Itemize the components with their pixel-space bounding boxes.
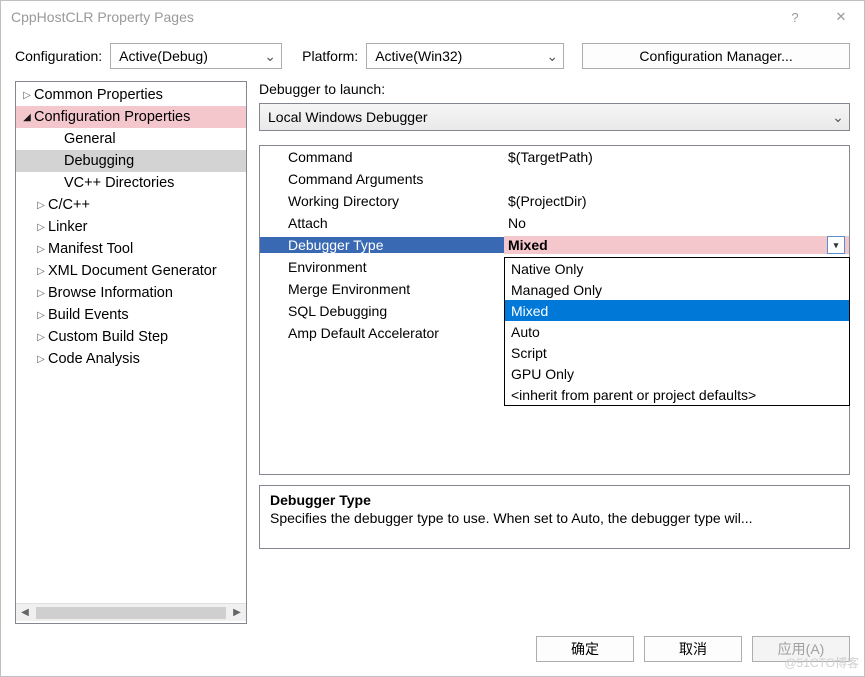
chevron-right-icon[interactable]: ▷: [34, 332, 48, 343]
platform-combo[interactable]: Active(Win32) ⌄: [366, 43, 564, 69]
nav-tree[interactable]: ▷Common Properties◢Configuration Propert…: [15, 81, 247, 624]
property-key: Merge Environment: [260, 281, 504, 297]
dropdown-option[interactable]: Auto: [505, 321, 849, 342]
tree-item-label: General: [64, 131, 116, 147]
property-key: Debugger Type: [260, 237, 504, 253]
chevron-down-icon: ⌄: [827, 109, 849, 126]
content-pane: Debugger to launch: Local Windows Debugg…: [259, 81, 850, 624]
tree-item-label: Common Properties: [34, 87, 163, 103]
configuration-label: Configuration:: [15, 48, 102, 64]
tree-item[interactable]: ▷Custom Build Step: [16, 326, 246, 348]
debugger-launch-value: Local Windows Debugger: [268, 109, 827, 125]
cancel-button[interactable]: 取消: [644, 636, 742, 662]
property-value[interactable]: Mixed▾: [504, 236, 849, 254]
debugger-type-dropdown[interactable]: Native OnlyManaged OnlyMixedAutoScriptGP…: [504, 257, 850, 406]
property-value[interactable]: $(ProjectDir): [504, 193, 849, 209]
dropdown-option[interactable]: Script: [505, 342, 849, 363]
dropdown-option[interactable]: Managed Only: [505, 279, 849, 300]
dropdown-option[interactable]: GPU Only: [505, 363, 849, 384]
tree-item[interactable]: General: [16, 128, 246, 150]
window-title: CppHostCLR Property Pages: [11, 9, 772, 25]
dropdown-option[interactable]: Mixed: [505, 300, 849, 321]
debugger-launch-combo[interactable]: Local Windows Debugger ⌄: [259, 103, 850, 131]
config-toolbar: Configuration: Active(Debug) ⌄ Platform:…: [1, 33, 864, 81]
tree-item[interactable]: ▷Linker: [16, 216, 246, 238]
tree-item-label: Configuration Properties: [34, 109, 190, 125]
dropdown-option[interactable]: <inherit from parent or project defaults…: [505, 384, 849, 405]
dialog-footer: 确定 取消 应用(A): [1, 624, 864, 676]
ok-button[interactable]: 确定: [536, 636, 634, 662]
configuration-combo[interactable]: Active(Debug) ⌄: [110, 43, 282, 69]
property-grid[interactable]: Command$(TargetPath)Command ArgumentsWor…: [259, 145, 850, 475]
tree-item[interactable]: Debugging: [16, 150, 246, 172]
chevron-right-icon[interactable]: ▷: [34, 288, 48, 299]
tree-item-label: Code Analysis: [48, 351, 140, 367]
property-row[interactable]: Working Directory$(ProjectDir): [260, 190, 849, 212]
scroll-right-icon[interactable]: ▶: [228, 607, 246, 618]
platform-label: Platform:: [302, 48, 358, 64]
tree-item-label: Build Events: [48, 307, 129, 323]
chevron-right-icon[interactable]: ▷: [34, 266, 48, 277]
chevron-right-icon[interactable]: ▷: [34, 244, 48, 255]
platform-value: Active(Win32): [375, 48, 541, 64]
property-key: Attach: [260, 215, 504, 231]
tree-item-label: Browse Information: [48, 285, 173, 301]
chevron-right-icon[interactable]: ▷: [34, 200, 48, 211]
tree-item-label: Custom Build Step: [48, 329, 168, 345]
property-value[interactable]: $(TargetPath): [504, 149, 849, 165]
scroll-left-icon[interactable]: ◀: [16, 607, 34, 618]
chevron-down-icon: ⌄: [259, 48, 281, 65]
close-button[interactable]: ✕: [818, 1, 864, 33]
apply-button[interactable]: 应用(A): [752, 636, 850, 662]
configuration-manager-button[interactable]: Configuration Manager...: [582, 43, 850, 69]
property-value[interactable]: No: [504, 215, 849, 231]
tree-hscrollbar[interactable]: ◀ ▶: [16, 603, 246, 621]
configuration-value: Active(Debug): [119, 48, 259, 64]
chevron-right-icon[interactable]: ▷: [34, 222, 48, 233]
property-row[interactable]: Debugger TypeMixed▾: [260, 234, 849, 256]
property-key: Command Arguments: [260, 171, 504, 187]
dropdown-option[interactable]: Native Only: [505, 258, 849, 279]
titlebar: CppHostCLR Property Pages ? ✕: [1, 1, 864, 33]
tree-item[interactable]: ▷Common Properties: [16, 84, 246, 106]
tree-item[interactable]: VC++ Directories: [16, 172, 246, 194]
property-key: Command: [260, 149, 504, 165]
chevron-right-icon[interactable]: ▷: [34, 310, 48, 321]
property-key: SQL Debugging: [260, 303, 504, 319]
debugger-launch-label: Debugger to launch:: [259, 81, 850, 97]
dialog-body: ▷Common Properties◢Configuration Propert…: [1, 81, 864, 624]
tree-item-label: Debugging: [64, 153, 134, 169]
tree-item[interactable]: ▷XML Document Generator: [16, 260, 246, 282]
chevron-down-icon: ⌄: [541, 48, 563, 65]
tree-item[interactable]: ▷Manifest Tool: [16, 238, 246, 260]
tree-item[interactable]: ◢Configuration Properties: [16, 106, 246, 128]
tree-item[interactable]: ▷Build Events: [16, 304, 246, 326]
chevron-down-icon[interactable]: ◢: [20, 112, 34, 123]
description-text: Specifies the debugger type to use. When…: [270, 510, 839, 526]
tree-item-label: VC++ Directories: [64, 175, 174, 191]
property-key: Amp Default Accelerator: [260, 325, 504, 341]
property-key: Working Directory: [260, 193, 504, 209]
property-row[interactable]: Command Arguments: [260, 168, 849, 190]
property-row[interactable]: AttachNo: [260, 212, 849, 234]
tree-item[interactable]: ▷C/C++: [16, 194, 246, 216]
tree-item-label: XML Document Generator: [48, 263, 217, 279]
help-button[interactable]: ?: [772, 1, 818, 33]
tree-item-label: Linker: [48, 219, 88, 235]
tree-item[interactable]: ▷Browse Information: [16, 282, 246, 304]
tree-item-label: Manifest Tool: [48, 241, 133, 257]
property-row[interactable]: Command$(TargetPath): [260, 146, 849, 168]
chevron-right-icon[interactable]: ▷: [20, 90, 34, 101]
description-title: Debugger Type: [270, 492, 839, 508]
description-panel: Debugger Type Specifies the debugger typ…: [259, 485, 850, 549]
tree-item[interactable]: ▷Code Analysis: [16, 348, 246, 370]
property-pages-window: CppHostCLR Property Pages ? ✕ Configurat…: [0, 0, 865, 677]
chevron-right-icon[interactable]: ▷: [34, 354, 48, 365]
property-key: Environment: [260, 259, 504, 275]
scroll-thumb[interactable]: [36, 607, 226, 619]
tree-item-label: C/C++: [48, 197, 90, 213]
dropdown-toggle-icon[interactable]: ▾: [827, 236, 845, 254]
